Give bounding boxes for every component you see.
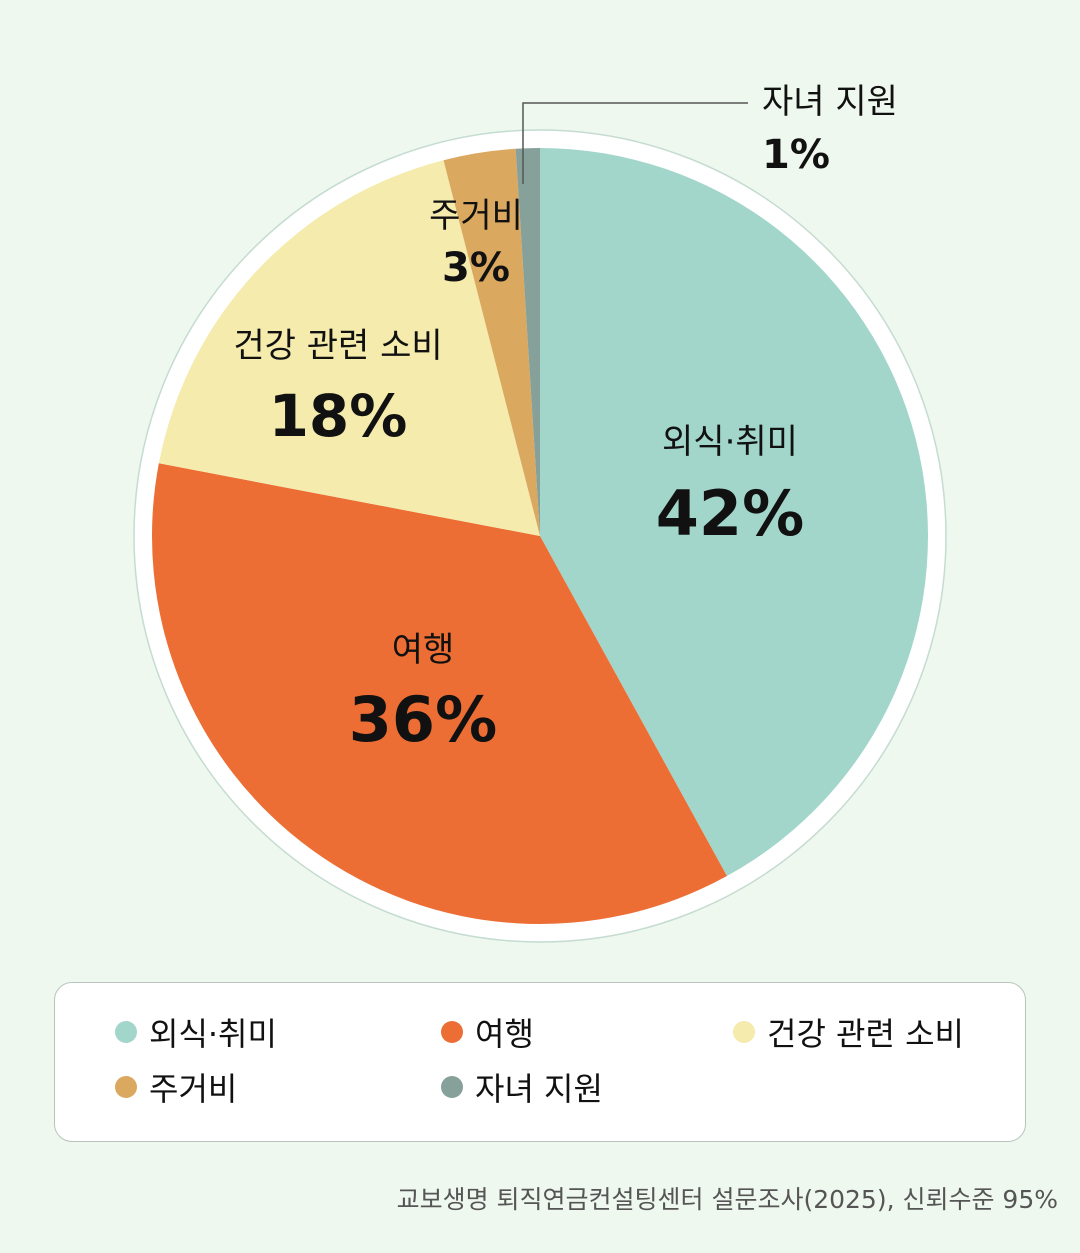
- pie-slice-3: [443, 148, 540, 536]
- legend-dot-icon: [115, 1076, 137, 1098]
- pie-slice-1: [151, 463, 727, 925]
- legend-label: 자녀 지원: [475, 1070, 603, 1108]
- slice-label-pct-4: 1%: [762, 132, 830, 178]
- source-note: 교보생명 퇴직연금컨설팅센터 설문조사(2025), 신뢰수준 95%: [396, 1185, 1058, 1214]
- legend-dot-icon: [733, 1021, 755, 1043]
- slice-label-name-3: 주거비: [429, 196, 523, 236]
- legend-item-child-support: 자녀 지원: [441, 1065, 603, 1109]
- legend-item-dining-hobby: 외식·취미: [115, 1010, 277, 1054]
- legend: 외식·취미 여행 건강 관련 소비 주거비 자녀 지원: [54, 982, 1026, 1142]
- slice-label-name-0: 외식·취미: [662, 422, 798, 462]
- legend-item-travel: 여행: [441, 1010, 534, 1054]
- legend-dot-icon: [115, 1021, 137, 1043]
- legend-dot-icon: [441, 1076, 463, 1098]
- slice-label-name-4: 자녀 지원: [762, 82, 898, 122]
- legend-label: 건강 관련 소비: [767, 1015, 964, 1053]
- pie-slice-4: [515, 148, 540, 536]
- callout-line: [522, 102, 748, 184]
- slice-label-pct-0: 42%: [656, 477, 804, 550]
- slice-label-pct-3: 3%: [442, 245, 510, 291]
- pie-chart: 외식·취미 42% 여행 36% 건강 관련 소비 18% 주거비 3% 자녀 …: [133, 82, 947, 943]
- legend-item-health: 건강 관련 소비: [733, 1010, 964, 1054]
- slice-label-pct-2: 18%: [269, 382, 408, 450]
- pie-slice-2: [158, 160, 540, 536]
- legend-label: 외식·취미: [149, 1015, 277, 1053]
- legend-label: 여행: [475, 1015, 534, 1053]
- legend-dot-icon: [441, 1021, 463, 1043]
- legend-label: 주거비: [149, 1070, 238, 1108]
- slice-label-pct-1: 36%: [349, 683, 497, 756]
- legend-item-housing: 주거비: [115, 1065, 237, 1109]
- slice-label-name-2: 건강 관련 소비: [233, 326, 442, 366]
- pie-slice-0: [540, 148, 929, 877]
- slice-label-name-1: 여행: [392, 630, 455, 670]
